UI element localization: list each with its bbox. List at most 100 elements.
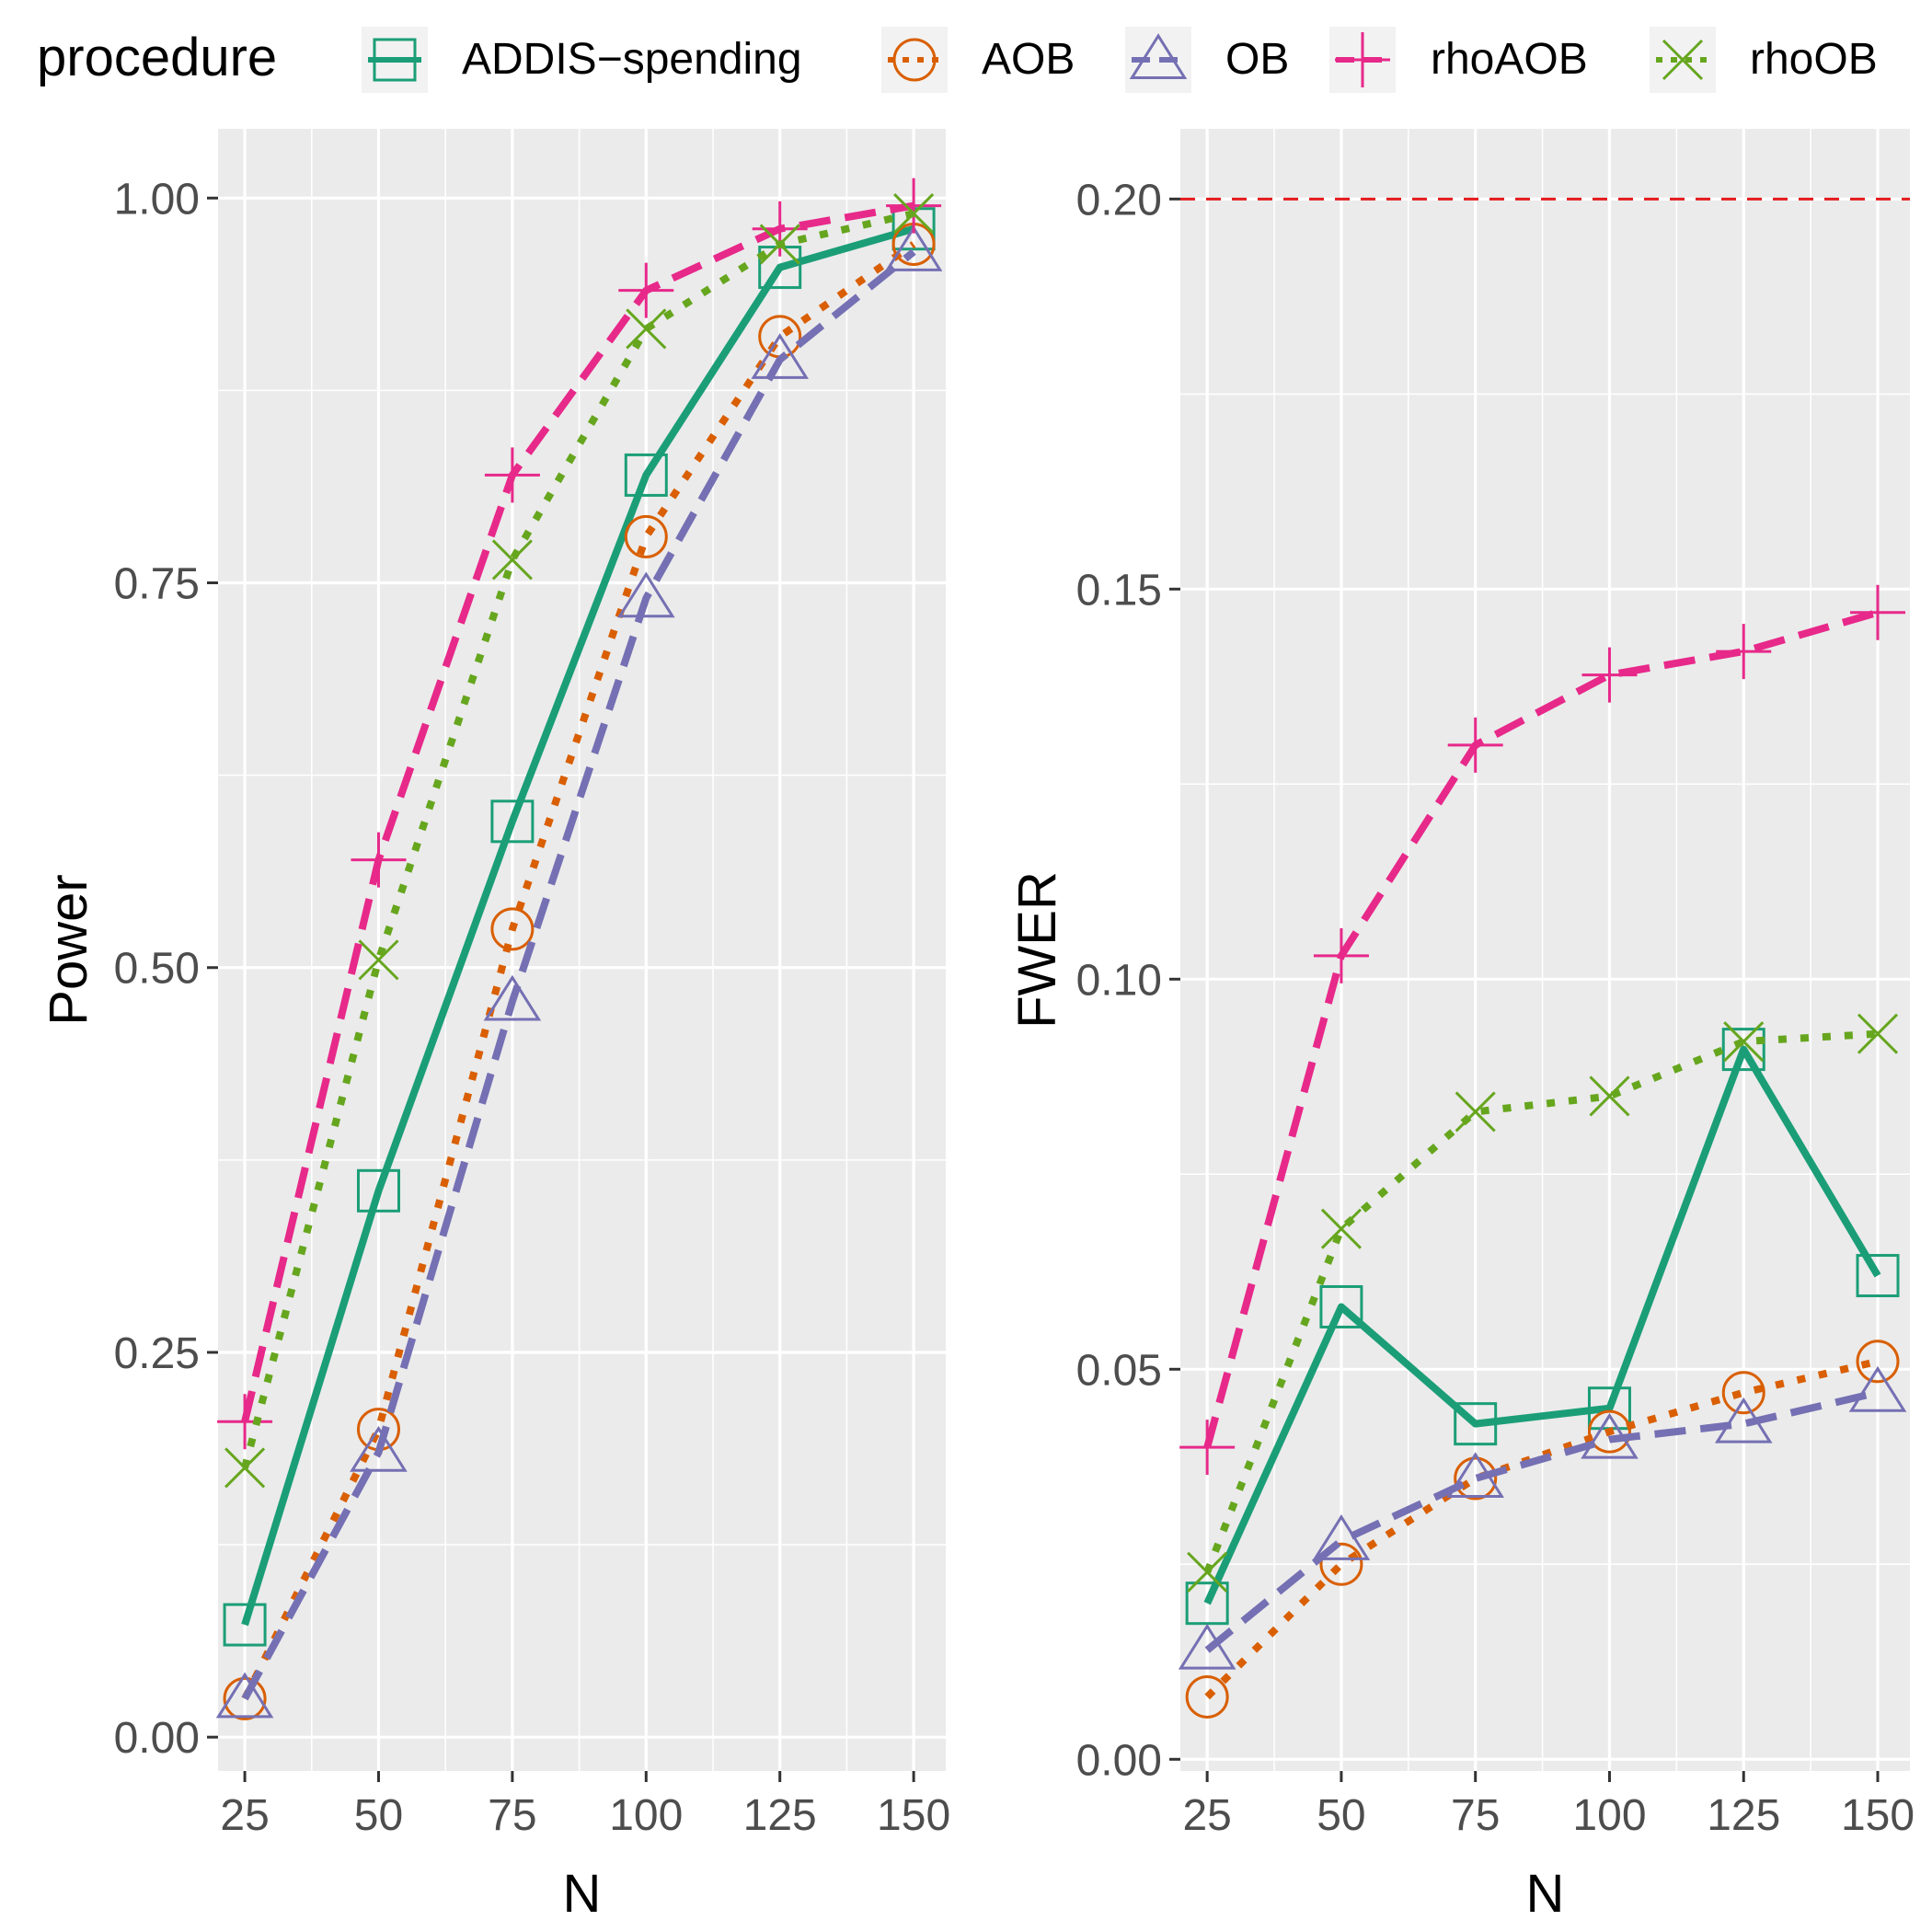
series-line-ob xyxy=(241,248,916,1701)
series-line-rhoaob xyxy=(241,201,914,1423)
y-tick-label: 0.05 xyxy=(1076,1346,1162,1395)
data-point-rhoob xyxy=(893,192,935,235)
legend: procedure ADDIS−spending AOB OB rhoAOB rhoOB xyxy=(37,27,1878,93)
data-point-ob xyxy=(215,1672,274,1719)
y-tick-label: 1.00 xyxy=(114,175,200,224)
data-point-ob xyxy=(1312,1514,1371,1560)
data-point-rhoob xyxy=(759,224,800,265)
power-panel: 0.00 0.25 0.50 0.75 1.00 25 50 75 100 125 150 N Powe… xyxy=(39,129,950,1924)
legend-item-aob: AOB xyxy=(881,27,1075,93)
data-point-aob xyxy=(490,907,535,951)
y-tick-label: 0.25 xyxy=(114,1329,200,1378)
data-point-rhoaob xyxy=(1581,647,1638,703)
legend-item-rhoob: rhoOB xyxy=(1650,27,1878,93)
data-point-rhoaob xyxy=(886,178,942,234)
data-point-aob xyxy=(1319,1542,1363,1586)
series-line-aob xyxy=(1204,1357,1879,1700)
data-point-rhoob xyxy=(1455,1091,1496,1133)
y-tick-label: 0.10 xyxy=(1076,956,1162,1005)
data-point-rhoaob xyxy=(1716,624,1772,680)
data-point-ob xyxy=(884,225,943,271)
data-point-ob xyxy=(1581,1412,1639,1459)
data-point-rhoaob xyxy=(351,832,407,888)
series-rhoob xyxy=(224,192,935,1489)
series-rhoaob xyxy=(1179,584,1906,1476)
legend-triangle-marker xyxy=(1129,33,1188,79)
data-point-rhoob xyxy=(1187,1551,1228,1593)
data-point-rhoob xyxy=(626,308,667,350)
data-point-rhoaob xyxy=(1313,927,1369,983)
data-point-addis xyxy=(1454,1402,1498,1446)
data-point-ob xyxy=(1848,1365,1907,1412)
series-ob xyxy=(1178,1365,1907,1670)
data-point-addis xyxy=(356,1168,400,1213)
y-axis-title: Power xyxy=(39,874,98,1025)
data-point-rhoaob xyxy=(618,262,674,318)
data-point-rhoob xyxy=(491,539,533,581)
plot-background xyxy=(1180,129,1910,1771)
data-point-addis xyxy=(490,799,535,844)
data-point-ob xyxy=(751,333,810,379)
y-tick-label: 0.15 xyxy=(1076,566,1162,615)
x-tick-label: 25 xyxy=(220,1791,269,1840)
x-axis-title: N xyxy=(1526,1864,1565,1924)
data-point-addis xyxy=(1319,1284,1363,1328)
data-point-ob xyxy=(350,1425,408,1472)
x-tick-label: 100 xyxy=(609,1791,683,1840)
data-point-addis xyxy=(1185,1581,1229,1626)
data-point-rhoaob xyxy=(1850,584,1906,640)
data-point-rhoaob xyxy=(1179,1420,1236,1476)
legend-plus-marker xyxy=(1335,32,1390,87)
x-tick-label: 125 xyxy=(1707,1791,1780,1840)
data-point-rhoaob xyxy=(1447,717,1503,773)
data-point-addis xyxy=(624,453,668,497)
series-rhoaob xyxy=(217,178,942,1450)
series-rhoob xyxy=(1187,1013,1899,1593)
data-point-rhoob xyxy=(224,1447,266,1489)
x-tick-label: 25 xyxy=(1182,1791,1231,1840)
x-tick-label: 150 xyxy=(877,1791,950,1840)
legend-label: AOB xyxy=(982,35,1075,84)
series-aob xyxy=(223,222,936,1720)
x-tick-label: 150 xyxy=(1841,1791,1915,1840)
data-point-aob xyxy=(1185,1674,1229,1719)
data-point-ob xyxy=(616,571,675,618)
x-axis-title: N xyxy=(563,1864,602,1924)
x-tick-label: 75 xyxy=(1451,1791,1500,1840)
x-tick-label: 100 xyxy=(1572,1791,1646,1840)
legend-label: rhoAOB xyxy=(1431,35,1588,84)
series-line-rhoob xyxy=(241,210,914,1469)
y-axis-title: FWER xyxy=(1007,871,1067,1029)
legend-item-ob: OB xyxy=(1125,27,1289,93)
series-line-aob xyxy=(241,241,916,1701)
data-point-addis xyxy=(1856,1254,1900,1298)
data-point-rhoob xyxy=(358,939,399,981)
data-point-rhoaob xyxy=(484,447,540,503)
data-point-rhoob xyxy=(1320,1208,1362,1249)
data-point-ob xyxy=(1714,1397,1773,1443)
series-line-addis xyxy=(241,224,915,1627)
y-tick-label: 0.00 xyxy=(1076,1736,1162,1785)
series-ob xyxy=(215,225,943,1719)
y-tick-label: 0.50 xyxy=(114,945,200,994)
x-tick-label: 75 xyxy=(488,1791,536,1840)
plot-background xyxy=(218,129,946,1771)
series-aob xyxy=(1185,1340,1900,1719)
legend-item-addis: ADDIS−spending xyxy=(362,27,802,93)
data-point-ob xyxy=(1178,1623,1236,1670)
data-point-rhoob xyxy=(1723,1021,1765,1063)
data-point-aob xyxy=(624,514,668,558)
data-point-aob xyxy=(1856,1340,1900,1384)
series-line-rhoaob xyxy=(1203,608,1880,1449)
data-point-ob xyxy=(483,974,542,1021)
series-line-addis xyxy=(1203,1045,1881,1605)
series-addis xyxy=(1185,1028,1900,1626)
data-point-rhoaob xyxy=(217,1394,273,1450)
data-point-addis xyxy=(223,1603,267,1647)
y-tick-label: 0.75 xyxy=(114,560,200,609)
x-tick-label: 125 xyxy=(743,1791,817,1840)
legend-square-marker xyxy=(373,38,417,82)
x-tick-label: 50 xyxy=(1317,1791,1365,1840)
legend-title: procedure xyxy=(37,28,277,87)
